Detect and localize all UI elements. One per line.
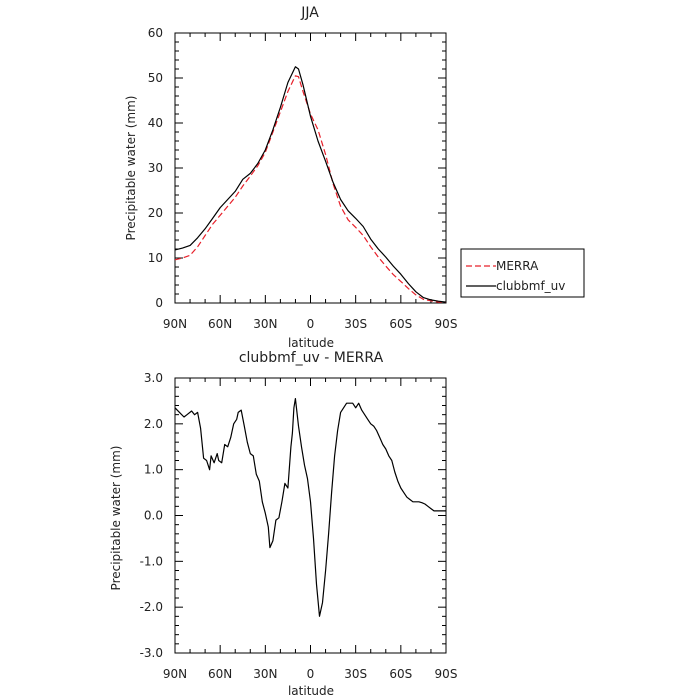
x-tick-label-30s: 30S <box>344 317 367 331</box>
y-tick-label-2-0: 2.0 <box>144 417 163 431</box>
x-tick-label-0: 0 <box>307 317 315 331</box>
y-tick-label-0: 0 <box>155 296 163 310</box>
x-tick-label-90n: 90N <box>163 317 187 331</box>
y-tick-label-1-0: 1.0 <box>144 463 163 477</box>
x-tick-label-90s: 90S <box>435 317 458 331</box>
x-tick-label-60s: 60S <box>389 667 412 681</box>
legend-label-clubbmf-uv: clubbmf_uv <box>496 279 565 293</box>
y-tick-label-40: 40 <box>148 116 163 130</box>
x-tick-label-30s: 30S <box>344 667 367 681</box>
y-tick-label-20: 20 <box>148 206 163 220</box>
y-tick-label-2-0: -2.0 <box>140 600 163 614</box>
jja-panel: JJA 90N 60N 30N 0 30S 60S 90S 0 10 20 30 40 50 60 lat… <box>124 5 585 350</box>
x-tick-label-60n: 60N <box>208 667 232 681</box>
x-tick-label-90s: 90S <box>435 667 458 681</box>
y-tick-label-10: 10 <box>148 251 163 265</box>
y-tick-label-50: 50 <box>148 71 163 85</box>
y-tick-label-60: 60 <box>148 26 163 40</box>
y-axis-label-bottom: Precipitable water (mm) <box>109 446 123 591</box>
x-tick-label-60n: 60N <box>208 317 232 331</box>
series-line-merra <box>174 75 446 303</box>
difference-panel: clubbmf_uv - MERRA 90N 60N 30N 0 30S 60S 90S -3… <box>109 350 457 698</box>
y-axis-label-top: Precipitable water (mm) <box>124 96 138 241</box>
x-tick-label-30n: 30N <box>253 317 277 331</box>
series-line-difference <box>174 398 446 617</box>
x-tick-label-30n: 30N <box>253 667 277 681</box>
y-tick-label-3-0: -3.0 <box>140 646 163 660</box>
chart-title-jja: JJA <box>300 5 319 21</box>
y-tick-label-1-0: -1.0 <box>140 554 163 568</box>
plot-frame-top <box>174 32 447 304</box>
legend: MERRA clubbmf_uv <box>460 248 585 298</box>
chart-title-difference: clubbmf_uv - MERRA <box>239 350 384 366</box>
legend-box <box>460 248 585 298</box>
x-tick-label-60s: 60S <box>389 317 412 331</box>
x-axis-label-bottom: latitude <box>288 684 334 698</box>
series-line-clubbmf-uv <box>174 66 447 303</box>
legend-label-merra: MERRA <box>496 259 539 273</box>
y-tick-label-0-0: 0.0 <box>144 509 163 523</box>
x-tick-label-0: 0 <box>307 667 315 681</box>
x-tick-label-90n: 90N <box>163 667 187 681</box>
plot-frame-bottom <box>174 377 447 654</box>
y-tick-label-30: 30 <box>148 161 163 175</box>
x-axis-label-top: latitude <box>288 336 334 350</box>
y-tick-label-3-0: 3.0 <box>144 371 163 385</box>
